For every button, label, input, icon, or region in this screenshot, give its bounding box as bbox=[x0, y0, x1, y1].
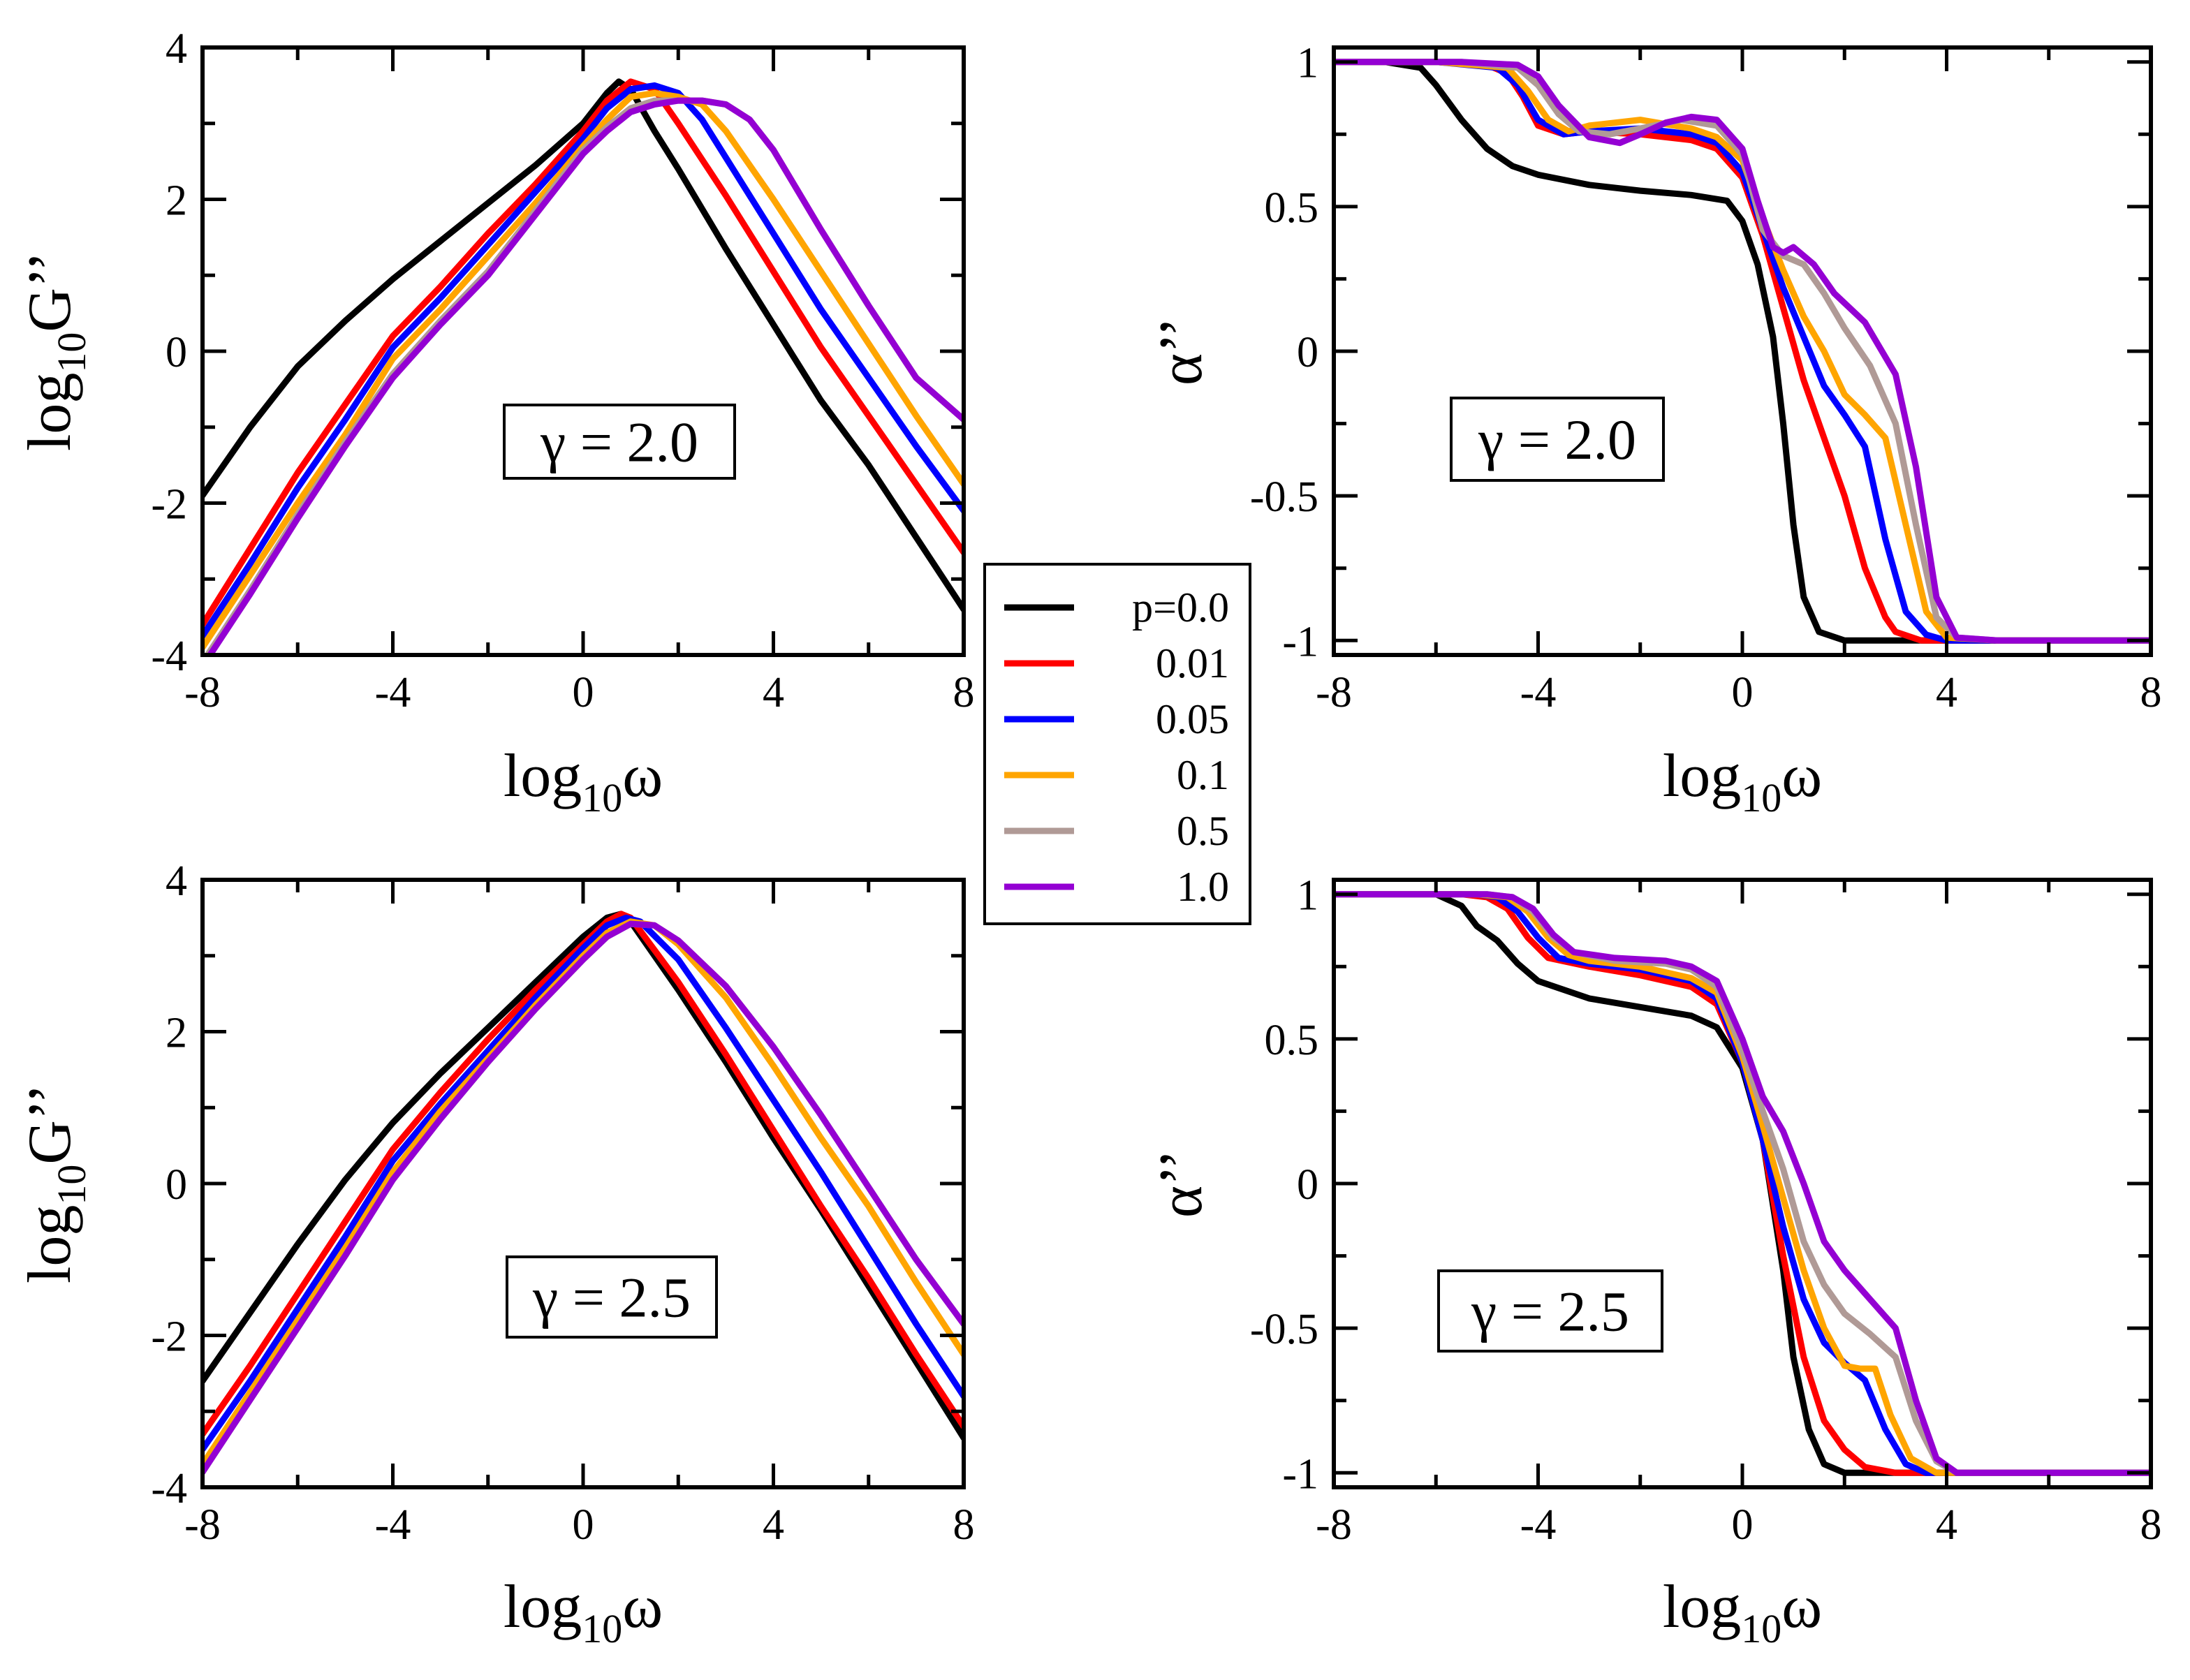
annotation-text: γ = 2.0 bbox=[540, 411, 698, 474]
y-axis-label: log10G’’ bbox=[16, 1084, 94, 1283]
annotation-text: γ = 2.0 bbox=[1478, 408, 1636, 471]
series-line-0.01 bbox=[1334, 891, 2151, 1476]
x-axis-label: log10ω bbox=[504, 1573, 663, 1651]
legend-label: 0.05 bbox=[1156, 696, 1229, 742]
series-line-0.5 bbox=[203, 920, 964, 1475]
legend-label: p=0.0 bbox=[1132, 584, 1229, 631]
annotation-box bbox=[1437, 1269, 1663, 1353]
series-line-p0.0 bbox=[1334, 891, 2151, 1476]
x-tick-label: -8 bbox=[1316, 1501, 1352, 1549]
legend-label: 0.1 bbox=[1177, 752, 1229, 798]
y-tick-label: -0.5 bbox=[1250, 1306, 1318, 1353]
y-axis-label: α’’ bbox=[1147, 1149, 1215, 1218]
y-tick-label: -0.5 bbox=[1250, 473, 1318, 521]
series-line-0.01 bbox=[203, 78, 964, 628]
y-tick-label: 0 bbox=[166, 1161, 187, 1209]
y-tick-label: -1 bbox=[1282, 618, 1318, 665]
legend-label: 0.01 bbox=[1156, 640, 1229, 686]
x-tick-label: -8 bbox=[184, 1501, 221, 1549]
y-tick-label: 1 bbox=[1297, 872, 1318, 920]
legend: p=0.0 0.01 0.05 0.1 0.5 1.0 bbox=[983, 563, 1251, 925]
series-group bbox=[203, 911, 964, 1475]
x-tick-label: -8 bbox=[1316, 669, 1352, 716]
panel-top-right: -8 -4 0 4 8 -1 -0.5 0 0.5 1 log10ω α’’ γ = 2.0 bbox=[1147, 40, 2162, 820]
y-tick-label: 0 bbox=[166, 329, 187, 376]
y-tick-label: 2 bbox=[166, 1010, 187, 1057]
series-line-0.05 bbox=[1334, 891, 2151, 1476]
annotation-box bbox=[503, 404, 736, 480]
series-line-0.1 bbox=[203, 918, 964, 1468]
x-axis-label: log10ω bbox=[1663, 742, 1822, 820]
x-tick-label: 4 bbox=[1936, 1501, 1957, 1549]
y-tick-label: 4 bbox=[166, 857, 187, 905]
y-tick-label: 0.5 bbox=[1265, 1017, 1319, 1064]
legend-label: 0.5 bbox=[1177, 808, 1229, 854]
x-tick-label: 4 bbox=[763, 1501, 784, 1549]
x-tick-label: 0 bbox=[1732, 669, 1754, 716]
series-line-1.0 bbox=[1334, 891, 2151, 1476]
series-line-0.1 bbox=[1334, 891, 2151, 1476]
series-line-0.05 bbox=[1334, 59, 2151, 644]
x-axis-label: log10ω bbox=[1663, 1573, 1822, 1651]
x-tick-label: 0 bbox=[1732, 1501, 1754, 1549]
panel-bottom-right: -8 -4 0 4 8 -1 -0.5 0 0.5 1 log10ω α’’ γ = 2.5 bbox=[1147, 872, 2162, 1651]
series-line-0.05 bbox=[203, 82, 964, 640]
series-line-1.0 bbox=[1334, 59, 2151, 644]
x-tick-label: 8 bbox=[953, 1501, 975, 1549]
series-line-1.0 bbox=[206, 97, 964, 655]
y-tick-label: -1 bbox=[1282, 1450, 1318, 1498]
series-line-p0.0 bbox=[203, 78, 964, 613]
annotation-text: γ = 2.5 bbox=[532, 1266, 691, 1329]
x-tick-label: 0 bbox=[573, 669, 594, 716]
x-tick-label: -4 bbox=[1520, 669, 1557, 716]
series-line-0.5 bbox=[1334, 891, 2151, 1476]
series-line-0.01 bbox=[203, 911, 964, 1438]
series-line-0.1 bbox=[203, 89, 964, 651]
x-tick-label: -4 bbox=[375, 1501, 411, 1549]
gamma-annotation: γ = 2.5 bbox=[1437, 1269, 1663, 1353]
x-axis-label: log10ω bbox=[504, 742, 663, 820]
x-tick-label: 0 bbox=[573, 1501, 594, 1549]
gamma-annotation: γ = 2.5 bbox=[506, 1255, 718, 1339]
legend-box bbox=[983, 563, 1251, 925]
y-axis-label: log10G’’ bbox=[16, 251, 94, 451]
x-tick-label: -4 bbox=[1520, 1501, 1557, 1549]
x-tick-label: 8 bbox=[2140, 669, 2162, 716]
series-line-0.05 bbox=[203, 914, 964, 1453]
gamma-annotation: γ = 2.0 bbox=[503, 404, 736, 480]
series-line-1.0 bbox=[203, 920, 964, 1475]
y-tick-label: -4 bbox=[151, 633, 187, 680]
x-tick-label: 8 bbox=[953, 669, 975, 716]
annotation-box bbox=[506, 1255, 718, 1339]
y-tick-label: 2 bbox=[166, 177, 187, 225]
y-tick-label: 1 bbox=[1297, 40, 1318, 87]
y-tick-label: 4 bbox=[166, 25, 187, 73]
gamma-annotation: γ = 2.0 bbox=[1450, 397, 1665, 482]
x-tick-label: 8 bbox=[2140, 1501, 2162, 1549]
annotation-box bbox=[1450, 397, 1665, 482]
series-line-0.5 bbox=[203, 97, 964, 655]
legend-label: 1.0 bbox=[1177, 864, 1229, 910]
plot-frame bbox=[1332, 45, 2153, 657]
y-tick-label: 0 bbox=[1297, 329, 1318, 376]
y-axis-label: α’’ bbox=[1147, 317, 1215, 385]
x-tick-label: -8 bbox=[184, 669, 221, 716]
annotation-text: γ = 2.5 bbox=[1471, 1280, 1629, 1343]
series-group bbox=[203, 78, 964, 655]
series-group bbox=[1334, 59, 2151, 644]
y-tick-label: 0.5 bbox=[1265, 184, 1319, 232]
x-tick-label: 4 bbox=[1936, 669, 1957, 716]
x-tick-label: -4 bbox=[375, 669, 411, 716]
y-tick-label: -4 bbox=[151, 1465, 187, 1512]
y-tick-label: 0 bbox=[1297, 1161, 1318, 1209]
y-tick-label: -2 bbox=[151, 1313, 187, 1361]
y-tick-label: -2 bbox=[151, 481, 187, 529]
x-tick-label: 4 bbox=[763, 669, 784, 716]
series-group bbox=[1334, 891, 2151, 1476]
plot-frame bbox=[1332, 878, 2153, 1489]
